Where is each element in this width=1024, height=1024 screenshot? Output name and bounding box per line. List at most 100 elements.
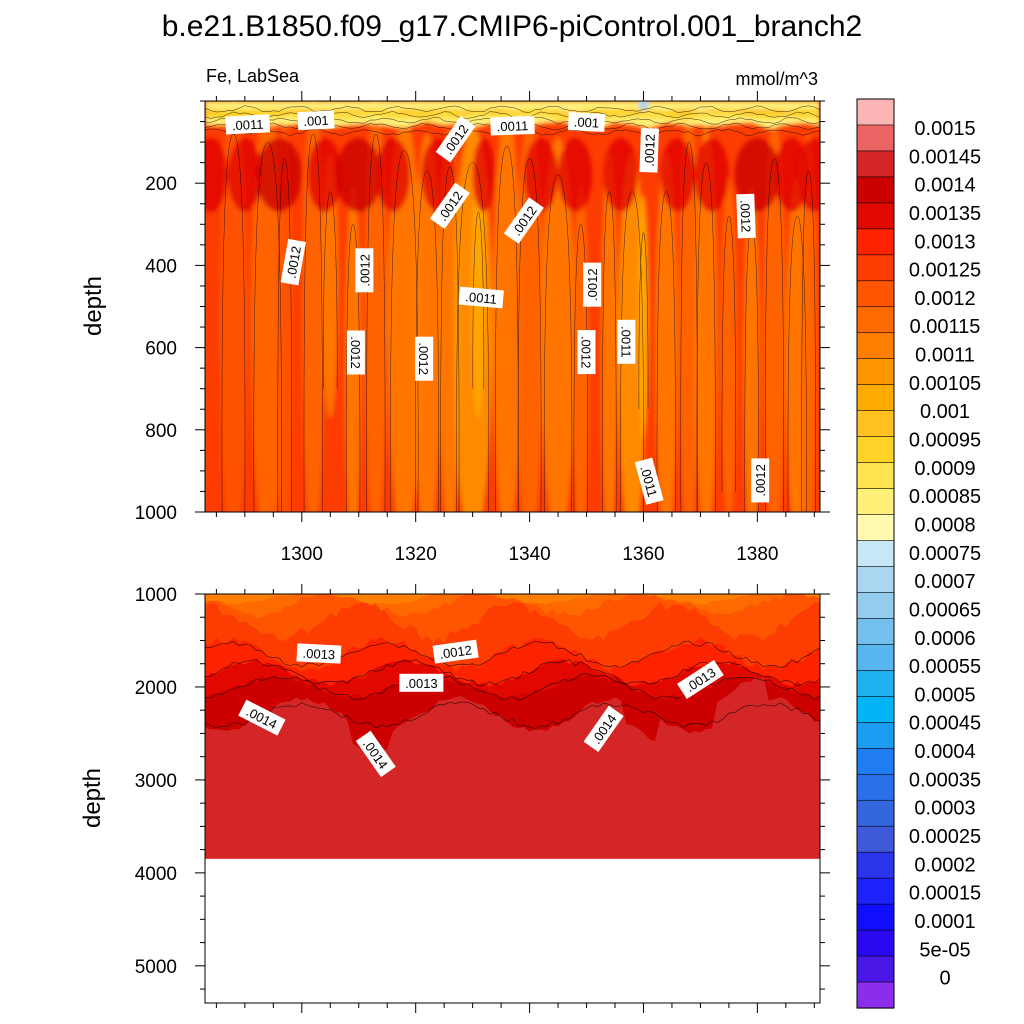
- upper-contour-label-text: .0012: [585, 268, 600, 301]
- upper-plume: [492, 108, 522, 512]
- lower-no-data-region: [205, 858, 820, 1003]
- colorbar-label: 0.0002: [914, 854, 975, 876]
- upper-contour-line: [656, 191, 676, 512]
- upper-core: [335, 137, 382, 212]
- colorbar-label: 0.00075: [909, 543, 981, 565]
- colorbar: 0.0015 0.00145 0.0014 0.00135 0.0013 0.00125 0…: [856, 98, 981, 1009]
- upper-contour-line: [764, 158, 784, 512]
- upper-surface-blue-spot: [638, 101, 649, 111]
- lower-y-tick-label: 4000: [135, 864, 177, 885]
- upper-contour-label: .0011: [634, 457, 664, 505]
- lower-contour-label-box: [677, 659, 724, 700]
- lower-y-tick-label: 5000: [135, 957, 177, 978]
- lower-axes: 1000 2000 3000 4000 5000: [135, 584, 830, 1013]
- upper-x-tick-label: 1380: [736, 544, 778, 565]
- upper-contour-line: [205, 105, 820, 113]
- colorbar-swatch: [856, 799, 895, 827]
- upper-contour-label: .001: [297, 110, 335, 131]
- colorbar-swatch: [856, 566, 895, 594]
- upper-contour-label: .0012: [577, 330, 596, 375]
- upper-contour-label-text: .0012: [642, 134, 658, 167]
- upper-contour-label-box: [435, 116, 476, 163]
- upper-contour-label-text: .0012: [357, 254, 372, 287]
- upper-contour-label: .0011: [617, 319, 636, 364]
- upper-x-tick-label: 1340: [508, 544, 550, 565]
- units-label: mmol/m^3: [736, 69, 818, 89]
- upper-contour-line: [253, 141, 282, 512]
- upper-core: [603, 137, 638, 212]
- colorbar-swatch: [856, 929, 895, 957]
- upper-contour-label: .001: [567, 112, 606, 132]
- lower-contour-label: .0012: [432, 639, 479, 664]
- upper-contour-label: .0012: [415, 336, 434, 381]
- colorbar-label: 0.00015: [909, 883, 981, 905]
- lower-contour-line: [205, 658, 820, 687]
- upper-contour-line: [277, 158, 292, 512]
- upper-core: [256, 137, 302, 212]
- upper-contour-label-box: [458, 286, 504, 309]
- colorbar-swatch: [856, 488, 895, 516]
- upper-contour-line: [787, 215, 807, 512]
- colorbar-label: 0.0015: [914, 118, 975, 140]
- upper-contour-line: [517, 158, 542, 512]
- colorbar-swatch: [856, 150, 895, 178]
- colorbar-swatch: [856, 773, 895, 801]
- upper-contour-label: .0012: [280, 238, 306, 286]
- colorbar-label: 0.0001: [914, 911, 975, 933]
- colorbar-swatch: [856, 540, 895, 568]
- upper-core: [523, 137, 559, 212]
- colorbar-swatch: [856, 877, 895, 905]
- colorbar-label: 0.0007: [914, 571, 975, 593]
- lower-contour-label: .0013: [399, 673, 444, 692]
- colorbar-label: 0.00115: [910, 316, 981, 338]
- upper-contour-label-text: .0012: [348, 336, 363, 369]
- colorbar-swatch: [856, 98, 895, 126]
- colorbar-swatch: [856, 851, 895, 879]
- colorbar-label: 0.0013: [914, 231, 975, 253]
- upper-contour-label-text: .0012: [737, 200, 753, 233]
- colorbar-swatch: [856, 358, 895, 386]
- lower-contour-label-text: .0013: [405, 676, 438, 691]
- colorbar-label: 0.00055: [909, 656, 981, 678]
- upper-core: [660, 137, 695, 212]
- colorbar-label: 0.00145: [909, 146, 981, 168]
- lower-contour-field: [205, 594, 820, 1003]
- colorbar-label: 0.0006: [914, 628, 975, 650]
- upper-contour-label-text: .0011: [465, 289, 498, 307]
- upper-contour-label-box: [415, 336, 434, 381]
- upper-contour-line: [696, 162, 716, 512]
- upper-contour-label-box: [583, 262, 602, 307]
- upper-y-tick-label: 800: [145, 421, 177, 442]
- colorbar-label: 0.00095: [909, 430, 981, 452]
- upper-plume: [720, 177, 738, 512]
- colorbar-label: 0.0012: [914, 288, 975, 310]
- upper-contour-label-text: .0011: [232, 117, 264, 134]
- upper-contour-label-box: [225, 114, 271, 135]
- colorbar-label: 0.0009: [914, 458, 975, 480]
- upper-y-tick-label: 1000: [135, 503, 177, 524]
- colorbar-swatch: [856, 124, 895, 152]
- upper-contour-label-box: [634, 457, 664, 505]
- upper-axes: 200 400 600 800 1000 1300 1320 1340 1360 1380: [135, 91, 830, 565]
- colorbar-label: 0.00025: [909, 826, 981, 848]
- upper-plume: [540, 136, 576, 512]
- lower-contour-label: .0013: [296, 643, 342, 664]
- upper-core: [307, 137, 342, 212]
- upper-contour-line: [456, 162, 490, 512]
- upper-plume: [276, 120, 294, 512]
- upper-surface-yellow: [205, 101, 820, 110]
- upper-contour-label-text: .0012: [416, 342, 431, 375]
- upper-contour-label: .0012: [736, 193, 756, 239]
- colorbar-swatch: [856, 903, 895, 931]
- colorbar-label: 0.00065: [909, 599, 981, 621]
- colorbar-label: 0.0011: [915, 345, 975, 367]
- upper-contour-label-box: [639, 127, 659, 173]
- upper-contour-line: [801, 170, 816, 512]
- upper-contour-label-box: [490, 115, 535, 136]
- lower-contour-line: [205, 640, 820, 669]
- lower-contour-label-box: [355, 730, 396, 778]
- colorbar-swatch: [856, 306, 895, 334]
- colorbar-label: 0.0005: [914, 684, 975, 706]
- upper-core: [694, 137, 729, 212]
